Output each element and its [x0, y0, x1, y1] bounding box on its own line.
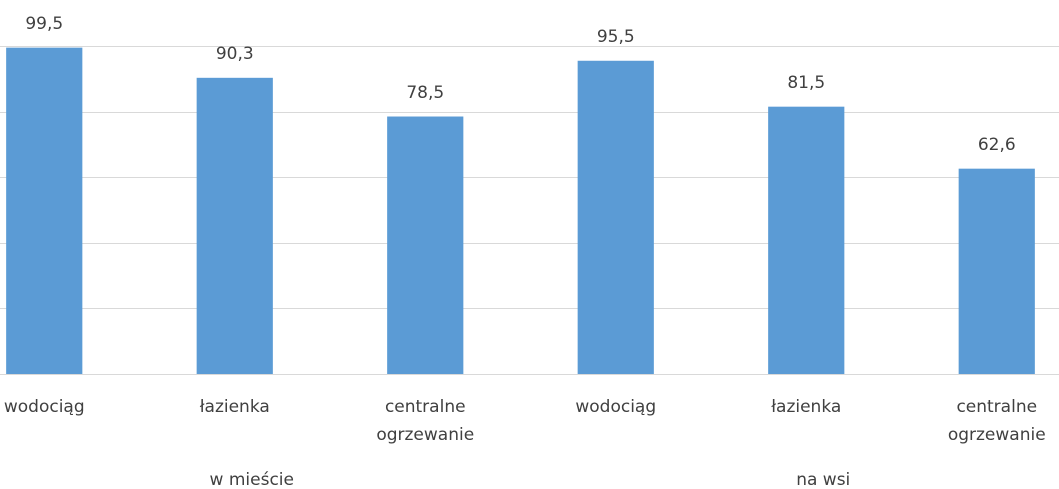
bar	[387, 116, 464, 375]
value-label: 99,5	[25, 13, 64, 34]
bar	[768, 106, 845, 375]
group-label: w mieście	[209, 470, 294, 489]
value-label: 90,3	[215, 43, 254, 64]
bar	[958, 168, 1035, 374]
bar	[6, 47, 83, 374]
bar	[196, 77, 273, 374]
x-tick-label: łazienka	[199, 397, 270, 417]
x-tick-label: wodociąg	[3, 397, 85, 417]
value-label: 62,6	[977, 134, 1016, 155]
group-label: na wsi	[796, 470, 851, 489]
x-tick-label: centralne ogrzewanie	[376, 397, 475, 445]
value-label: 78,5	[406, 82, 445, 103]
x-tick-label: centralne ogrzewanie	[947, 397, 1046, 445]
value-label: 81,5	[787, 72, 826, 93]
x-tick-label: łazienka	[771, 397, 842, 417]
value-label: 95,5	[596, 26, 635, 47]
x-tick-label: wodociąg	[575, 397, 657, 417]
bar	[577, 60, 654, 374]
